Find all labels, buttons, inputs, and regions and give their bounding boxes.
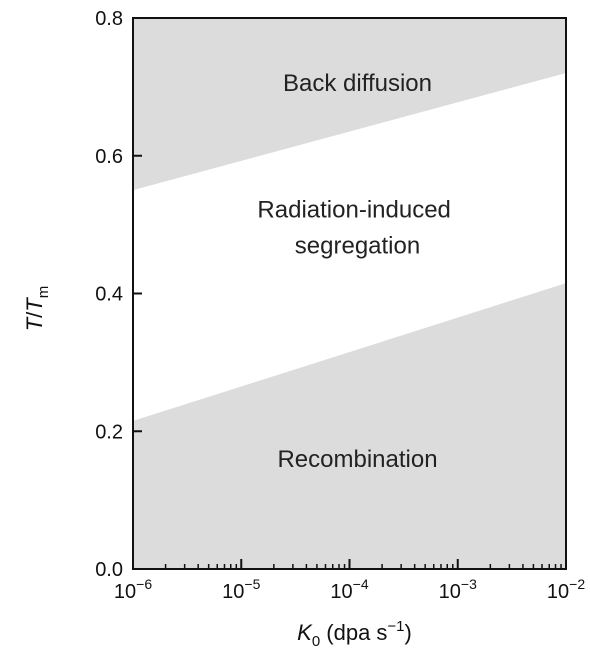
x-axis-label-subscript: 0 — [312, 633, 320, 650]
region-label-line: Recombination — [277, 446, 437, 473]
x-tick-label: 10−2 — [547, 576, 585, 603]
y-tick-label: 0.2 — [95, 421, 123, 443]
y-axis-label-subscript: m — [35, 286, 52, 299]
region-label-recombination: Recombination — [277, 446, 437, 473]
y-axis-label: T/Tm — [22, 286, 52, 332]
x-axis-label-units-close: ) — [405, 620, 412, 645]
y-tick-label: 0.4 — [95, 284, 123, 306]
region-label-line: segregation — [295, 233, 420, 260]
x-tick-label: 10−6 — [114, 576, 152, 603]
y-tick-label: 0.0 — [95, 559, 123, 581]
y-tick-label: 0.8 — [95, 8, 123, 30]
x-axis-label-symbol: K — [297, 620, 313, 645]
region-label-line: Radiation-induced — [257, 197, 450, 224]
plot-area — [132, 17, 567, 570]
x-axis: 10−6 10−5 10−4 10−3 10−2 — [114, 559, 585, 603]
region-recombination — [133, 283, 566, 569]
x-axis-label-superscript: −1 — [387, 618, 404, 635]
y-axis: 0.0 0.2 0.4 0.6 0.8 — [95, 8, 142, 581]
region-label-radiation-induced-segregation: Radiation-induced segregation — [257, 197, 457, 260]
x-tick-label: 10−3 — [439, 576, 477, 603]
region-back-diffusion — [133, 18, 566, 191]
y-axis-label-symbol: T — [22, 297, 47, 312]
region-label-line: Back diffusion — [283, 70, 432, 97]
x-axis-label-units: (dpa s — [320, 620, 387, 645]
x-tick-label: 10−4 — [330, 576, 368, 603]
x-axis-label: K0 (dpa s−1) — [297, 618, 412, 650]
region-labels: Back diffusion Radiation-induced segrega… — [257, 70, 457, 473]
y-axis-label-symbol: T — [22, 316, 47, 331]
region-radiation-induced-segregation — [133, 73, 566, 421]
y-tick-label: 0.6 — [95, 146, 123, 168]
x-tick-label: 10−5 — [222, 576, 260, 603]
region-label-back-diffusion: Back diffusion — [283, 70, 432, 97]
y-axis-label-slash: / — [22, 311, 47, 318]
